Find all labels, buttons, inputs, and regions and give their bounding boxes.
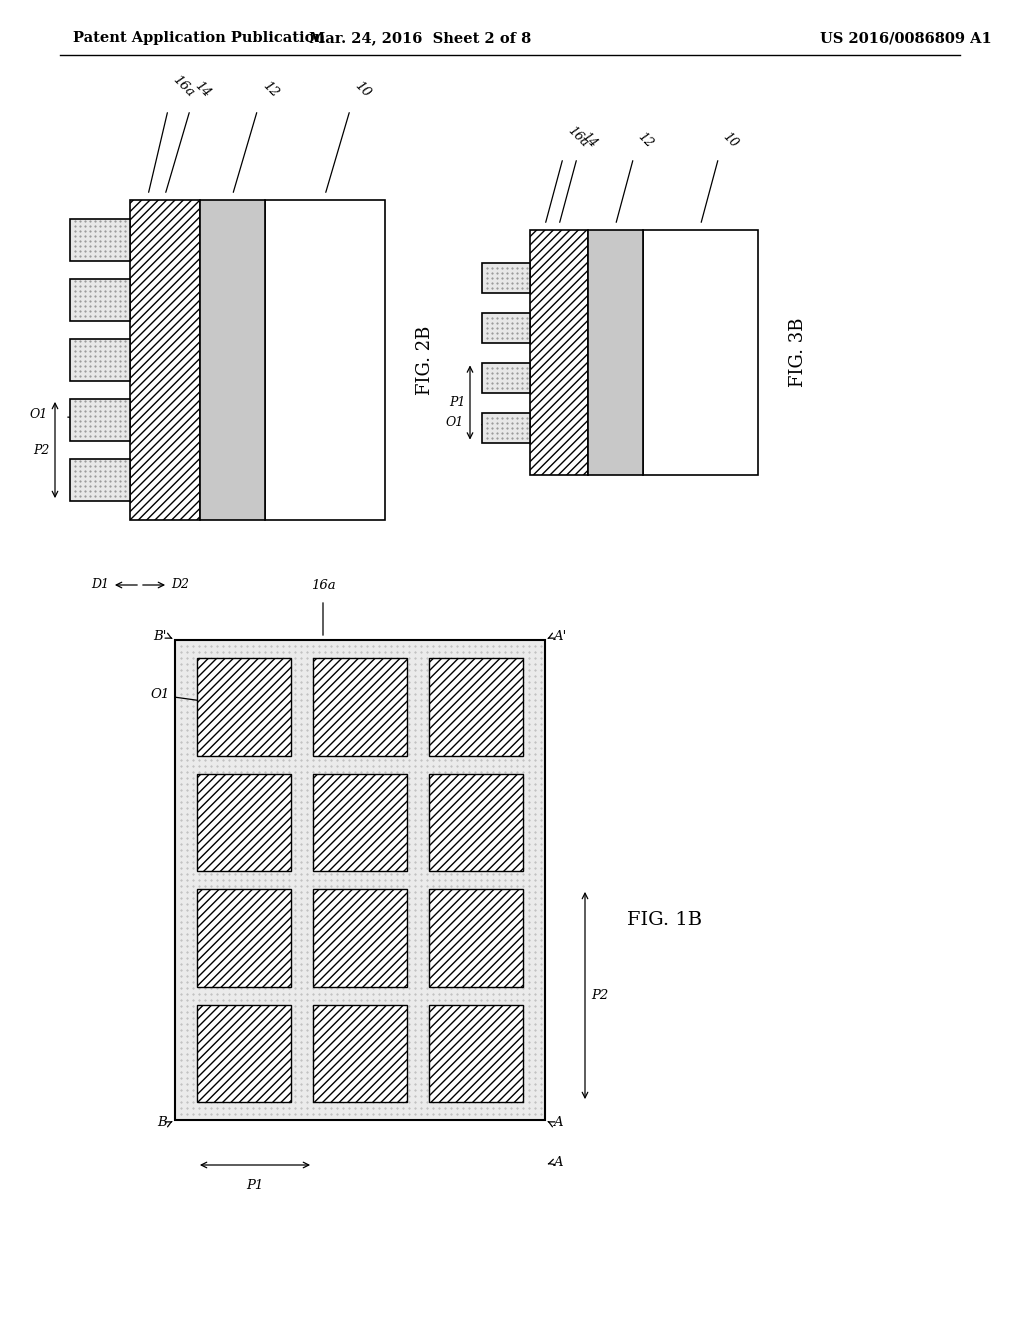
Text: 16a: 16a xyxy=(565,124,591,150)
Text: Patent Application Publication: Patent Application Publication xyxy=(73,30,325,45)
Bar xyxy=(200,201,265,520)
Text: 16a: 16a xyxy=(170,74,197,100)
Text: D1: D1 xyxy=(91,578,109,591)
Bar xyxy=(197,657,291,755)
Text: 14: 14 xyxy=(579,129,599,150)
Bar xyxy=(429,774,523,871)
Text: P1: P1 xyxy=(247,1179,263,1192)
Text: A: A xyxy=(553,1117,562,1130)
Bar xyxy=(482,363,530,392)
Text: A: A xyxy=(553,1156,562,1170)
Text: B': B' xyxy=(154,631,167,644)
Bar xyxy=(70,459,130,502)
Bar xyxy=(175,640,545,1119)
Bar xyxy=(588,230,643,475)
Bar xyxy=(482,412,530,442)
Bar xyxy=(482,313,530,342)
Bar xyxy=(530,230,588,475)
Bar xyxy=(70,219,130,261)
Text: Mar. 24, 2016  Sheet 2 of 8: Mar. 24, 2016 Sheet 2 of 8 xyxy=(309,30,531,45)
Text: 10: 10 xyxy=(352,79,373,100)
Bar xyxy=(313,657,407,755)
Text: P2: P2 xyxy=(34,444,50,457)
Bar xyxy=(429,1005,523,1102)
Text: O1: O1 xyxy=(151,688,170,701)
Bar xyxy=(70,279,130,321)
Bar xyxy=(265,201,385,520)
Bar xyxy=(197,888,291,986)
Text: 12: 12 xyxy=(259,79,281,100)
Bar xyxy=(429,888,523,986)
Text: 14: 14 xyxy=(193,79,213,100)
Text: O1: O1 xyxy=(445,416,464,429)
Bar xyxy=(197,774,291,871)
Text: FIG. 1B: FIG. 1B xyxy=(628,911,702,929)
Bar xyxy=(482,263,530,293)
Text: 16a: 16a xyxy=(310,579,335,591)
Bar xyxy=(313,888,407,986)
Bar xyxy=(313,1005,407,1102)
Text: 12: 12 xyxy=(636,129,656,150)
Bar xyxy=(70,399,130,441)
Bar xyxy=(130,201,200,520)
Bar xyxy=(429,657,523,755)
Bar xyxy=(70,339,130,381)
Text: A': A' xyxy=(553,631,566,644)
Text: O1: O1 xyxy=(30,408,48,421)
Text: US 2016/0086809 A1: US 2016/0086809 A1 xyxy=(820,30,992,45)
Text: B: B xyxy=(158,1117,167,1130)
Bar xyxy=(313,774,407,871)
Text: 10: 10 xyxy=(721,129,741,150)
Text: FIG. 2B: FIG. 2B xyxy=(416,325,434,395)
Text: P1: P1 xyxy=(450,396,466,409)
Text: D2: D2 xyxy=(171,578,189,591)
Text: FIG. 3B: FIG. 3B xyxy=(790,318,807,387)
Bar xyxy=(643,230,758,475)
Bar xyxy=(197,1005,291,1102)
Text: P2: P2 xyxy=(591,989,608,1002)
